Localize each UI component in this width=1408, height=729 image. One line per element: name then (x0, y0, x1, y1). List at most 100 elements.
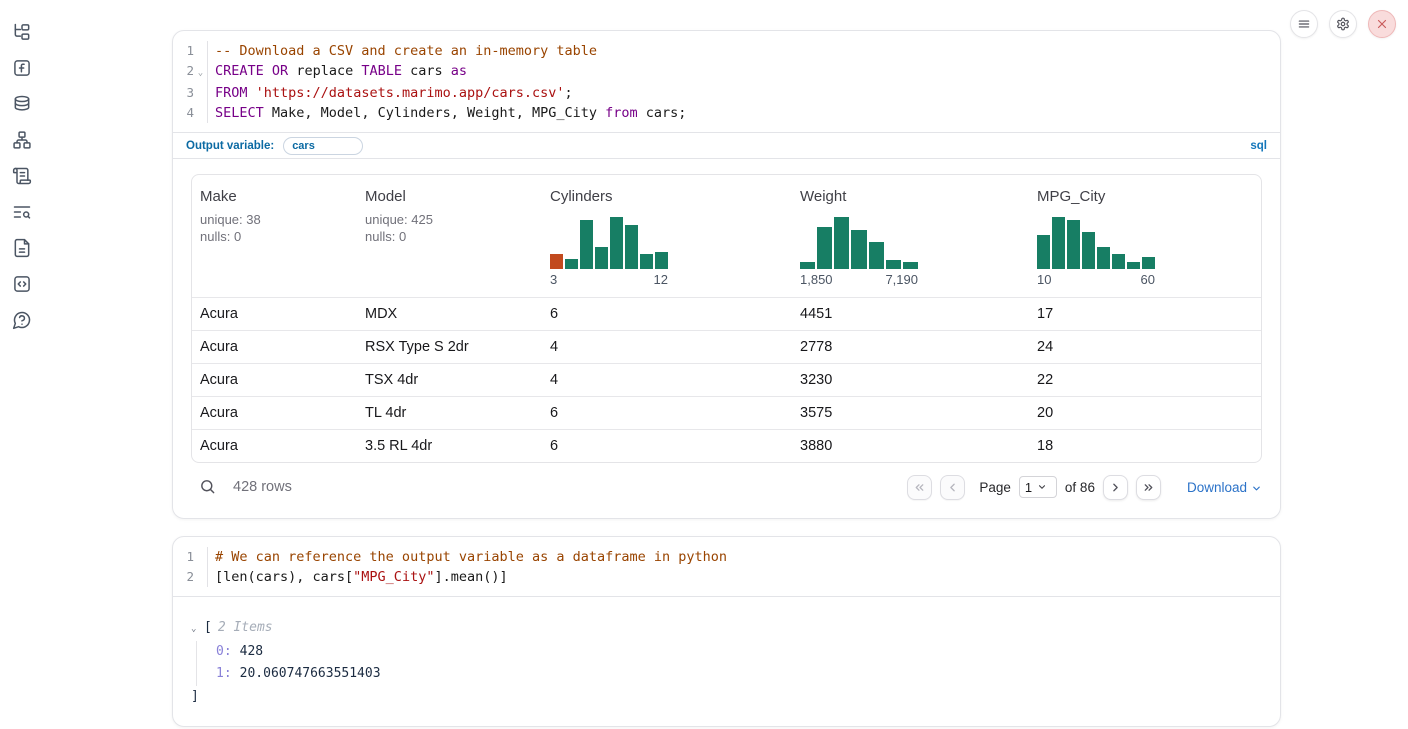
code-token: Make, Model, Cylinders, Weight, MPG_City (263, 105, 606, 121)
column-header-mpg_city[interactable]: MPG_City 10 60 (1029, 175, 1261, 297)
table-row[interactable]: Acura MDX 6 4451 17 (192, 297, 1261, 330)
tree-items: 0: 428 1: 20.060747663551403 (196, 640, 1262, 686)
item-index: 0: (216, 643, 232, 659)
code-line[interactable]: 2 ⌄ CREATE OR replace TABLE cars as (173, 61, 1280, 83)
code-line[interactable]: 3 FROM 'https://datasets.marimo.app/cars.… (173, 83, 1280, 103)
list-item: 0: 428 (216, 641, 1262, 664)
histogram-bar (1037, 235, 1050, 269)
histogram-max-label: 7,190 (885, 272, 918, 287)
sql-cell-output: Make unique: 38 nulls: 0 Model unique: 425 nu… (173, 159, 1280, 518)
code-line[interactable]: 1 -- Download a CSV and create an in-memo… (173, 41, 1280, 61)
histogram-bar (1112, 253, 1125, 269)
table-cell: Acura (200, 405, 238, 421)
sidebar-item-functions[interactable] (12, 58, 32, 78)
histogram-axis: 3 12 (550, 272, 668, 287)
page-label: Page (979, 479, 1011, 495)
sidebar-item-datasources[interactable] (12, 94, 32, 114)
list-search-icon (13, 206, 31, 219)
histogram-axis: 10 60 (1037, 272, 1155, 287)
gear-icon (1337, 17, 1349, 31)
python-code-editor[interactable]: 1 # We can reference the output variable … (173, 537, 1280, 597)
prev-page-button[interactable] (940, 474, 966, 500)
code-token: TABLE (361, 63, 402, 79)
last-page-button[interactable] (1135, 474, 1161, 500)
column-header-make[interactable]: Make unique: 38 nulls: 0 (192, 175, 357, 297)
column-header-cylinders[interactable]: Cylinders 3 12 (542, 175, 792, 297)
table-row[interactable]: Acura TL 4dr 6 3575 20 (192, 396, 1261, 429)
functions-icon (14, 60, 30, 76)
sidebar-item-documentation[interactable] (12, 238, 32, 258)
sidebar-item-dependency-graph[interactable] (12, 130, 32, 150)
table-cell: Acura (200, 438, 238, 454)
code-text: FROM 'https://datasets.marimo.app/cars.c… (208, 83, 573, 103)
table-cell: 3880 (800, 438, 833, 454)
histogram-bar (817, 227, 833, 269)
code-token: replace (288, 63, 362, 79)
table-cell: 20 (1037, 405, 1054, 421)
table-cell: 3.5 RL 4dr (365, 438, 433, 454)
table-cell: 4 (550, 339, 559, 355)
tree-root-row: ⌄ [ 2 Items (191, 617, 1262, 641)
collapse-chevron-icon[interactable]: ⌄ (191, 624, 197, 634)
table-cell: RSX Type S 2dr (365, 339, 469, 355)
line-number: 4 (186, 105, 194, 120)
column-unique-stat: unique: 38 (200, 212, 261, 227)
chevron-left-icon (950, 483, 956, 491)
sidebar-item-scratchpad[interactable] (12, 202, 32, 222)
scroll-icon (12, 167, 32, 185)
column-header-model[interactable]: Model unique: 425 nulls: 0 (357, 175, 542, 297)
output-variable-input[interactable] (283, 136, 364, 155)
code-token: ].mean()] (434, 569, 508, 585)
item-value: 20.060747663551403 (239, 666, 381, 681)
column-header-weight[interactable]: Weight 1,850 7,190 (792, 175, 1029, 297)
page-select[interactable]: 1 (1018, 476, 1057, 498)
shutdown-button[interactable] (1368, 10, 1396, 38)
histogram (1037, 217, 1155, 269)
download-button[interactable]: Download (1187, 480, 1262, 495)
table-search-button[interactable] (198, 478, 216, 496)
table-cell: TSX 4dr (365, 372, 419, 388)
sidebar-item-help[interactable] (12, 310, 32, 330)
code-token: # We can reference the output variable a… (215, 549, 728, 565)
data-table: Make unique: 38 nulls: 0 Model unique: 425 nu… (191, 174, 1262, 463)
column-name: Weight (800, 188, 847, 205)
table-row[interactable]: Acura TSX 4dr 4 3230 22 (192, 363, 1261, 396)
sidebar-item-logs[interactable] (12, 166, 32, 186)
helper-panel-sidebar (0, 0, 44, 729)
code-line[interactable]: 4 SELECT Make, Model, Cylinders, Weight, … (173, 103, 1280, 123)
gutter: 4 (173, 103, 208, 123)
table-cell: 3230 (800, 372, 833, 388)
histogram-axis: 1,850 7,190 (800, 272, 918, 287)
column-unique-stat: unique: 425 (365, 212, 433, 227)
chevron-right-icon (1113, 483, 1118, 491)
chevron-down-icon (1253, 486, 1260, 490)
gutter: 1 (173, 547, 208, 567)
histogram-bar (1127, 261, 1140, 269)
code-line[interactable]: 2 [len(cars), cars["MPG_City"].mean()] (173, 567, 1280, 587)
table-cell: 24 (1037, 339, 1054, 355)
table-row[interactable]: Acura RSX Type S 2dr 4 2778 24 (192, 330, 1261, 363)
sidebar-item-snippets[interactable] (12, 274, 32, 294)
column-name: Make (200, 188, 237, 205)
list-item: 1: 20.060747663551403 (216, 663, 1262, 686)
chevrons-left-icon (915, 483, 924, 491)
line-number: 1 (186, 43, 194, 58)
code-line[interactable]: 1 # We can reference the output variable … (173, 547, 1280, 567)
fold-chevron-icon[interactable]: ⌄ (197, 68, 204, 78)
table-row[interactable]: Acura 3.5 RL 4dr 6 3880 18 (192, 429, 1261, 462)
histogram-max-label: 60 (1140, 272, 1155, 287)
table-cell: 3575 (800, 405, 833, 421)
row-count: 428 rows (233, 479, 292, 495)
notebook-menu-button[interactable] (1290, 10, 1318, 38)
settings-button[interactable] (1329, 10, 1357, 38)
histogram-bar (550, 254, 563, 269)
database-icon (14, 95, 30, 111)
sidebar-item-file-tree[interactable] (12, 22, 32, 42)
next-page-button[interactable] (1102, 474, 1128, 500)
table-cell: 18 (1037, 438, 1054, 454)
sql-code-editor[interactable]: 1 -- Download a CSV and create an in-memo… (173, 31, 1280, 132)
code-token: [len(cars), cars[ (215, 569, 354, 585)
help-bubble-icon (12, 311, 31, 330)
code-token: as (450, 63, 468, 79)
first-page-button[interactable] (907, 474, 933, 500)
